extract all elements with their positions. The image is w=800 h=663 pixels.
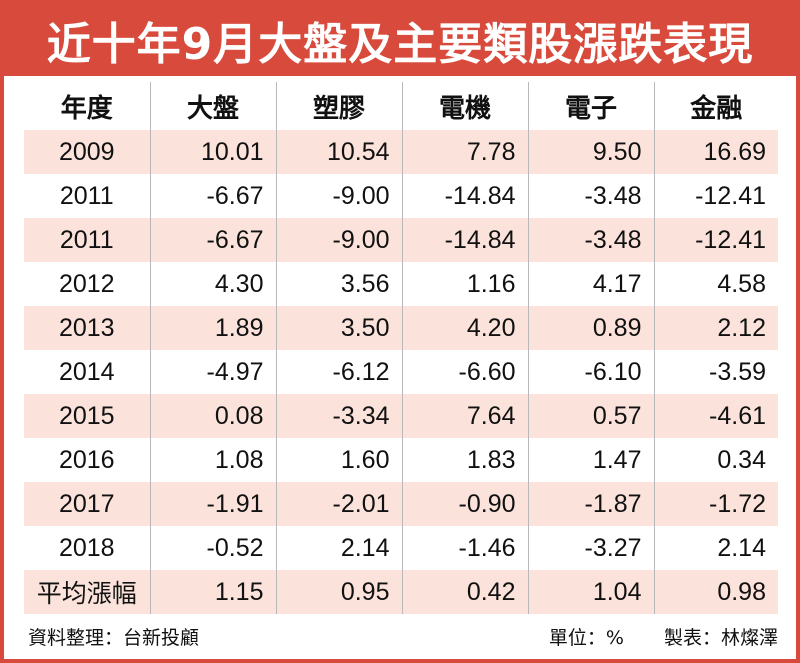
table-row: 2017 -1.91 -2.01 -0.90 -1.87 -1.72 <box>24 482 778 526</box>
table-cell: -3.59 <box>653 350 778 394</box>
table-cell: 2.14 <box>653 526 778 570</box>
table-cell: 4.20 <box>401 306 528 350</box>
table-cell: -3.48 <box>527 218 654 262</box>
table-cell: 0.42 <box>401 570 528 614</box>
table-cell: 9.50 <box>527 130 654 174</box>
row-year-cell: 2009 <box>24 130 150 174</box>
table-cell: 10.01 <box>149 130 276 174</box>
table-cell: -14.84 <box>401 174 528 218</box>
table-cell: 0.08 <box>149 394 276 438</box>
table-cell: 10.54 <box>275 130 402 174</box>
table-cell: -14.84 <box>401 218 528 262</box>
table-cell: -1.72 <box>653 482 778 526</box>
row-year-cell: 2015 <box>24 394 150 438</box>
table-cell: -2.01 <box>275 482 402 526</box>
table-cell: 1.47 <box>527 438 654 482</box>
table-cell: -4.97 <box>149 350 276 394</box>
row-year-cell: 2013 <box>24 306 150 350</box>
table-cell: -4.61 <box>653 394 778 438</box>
table-cell: 0.98 <box>653 570 778 614</box>
table-cell: -1.46 <box>401 526 528 570</box>
table-cell: 1.08 <box>149 438 276 482</box>
column-header-electronics: 電子 <box>527 82 654 130</box>
table-cell: -3.27 <box>527 526 654 570</box>
table-cell: 1.15 <box>149 570 276 614</box>
table-row: 2015 0.08 -3.34 7.64 0.57 -4.61 <box>24 394 778 438</box>
table-cell: 0.57 <box>527 394 654 438</box>
table-cell: 1.89 <box>149 306 276 350</box>
data-table-container: 年度 大盤 塑膠 電機 電子 金融 2009 10.01 10.54 7.78 9.50… <box>24 82 778 614</box>
table-cell: -6.60 <box>401 350 528 394</box>
footer: 資料整理：台新投顧 單位：% 製表：林燦澤 <box>28 616 778 656</box>
table-cell: -1.87 <box>527 482 654 526</box>
table-cell: 3.50 <box>275 306 402 350</box>
data-table: 年度 大盤 塑膠 電機 電子 金融 2009 10.01 10.54 7.78 9.50… <box>24 82 778 614</box>
table-row: 平均漲幅 1.15 0.95 0.42 1.04 0.98 <box>24 570 778 614</box>
table-cell: -9.00 <box>275 218 402 262</box>
table-cell: -9.00 <box>275 174 402 218</box>
table-cell: 2.14 <box>275 526 402 570</box>
table-cell: 0.95 <box>275 570 402 614</box>
table-row: 2012 4.30 3.56 1.16 4.17 4.58 <box>24 262 778 306</box>
table-cell: 7.78 <box>401 130 528 174</box>
table-cell: 1.16 <box>401 262 528 306</box>
table-row: 2014 -4.97 -6.12 -6.60 -6.10 -3.59 <box>24 350 778 394</box>
page-title: 近十年9月大盤及主要類股漲跌表現 <box>4 4 796 76</box>
table-cell: -1.91 <box>149 482 276 526</box>
row-year-cell: 2014 <box>24 350 150 394</box>
table-cell: -12.41 <box>653 174 778 218</box>
maker-note: 製表：林燦澤 <box>663 626 778 649</box>
table-cell: 4.17 <box>527 262 654 306</box>
row-year-cell: 2016 <box>24 438 150 482</box>
unit-note: 單位：% <box>548 626 624 649</box>
table-cell: 3.56 <box>275 262 402 306</box>
table-cell: 1.04 <box>527 570 654 614</box>
table-cell: -6.12 <box>275 350 402 394</box>
column-header-market: 大盤 <box>149 82 276 130</box>
table-cell: 0.89 <box>527 306 654 350</box>
column-header-year: 年度 <box>24 82 150 130</box>
table-row: 2013 1.89 3.50 4.20 0.89 2.12 <box>24 306 778 350</box>
table-header-row: 年度 大盤 塑膠 電機 電子 金融 <box>24 82 778 130</box>
row-year-cell: 平均漲幅 <box>24 570 150 614</box>
table-row: 2016 1.08 1.60 1.83 1.47 0.34 <box>24 438 778 482</box>
table-cell: -3.48 <box>527 174 654 218</box>
table-row: 2009 10.01 10.54 7.78 9.50 16.69 <box>24 130 778 174</box>
table-cell: -3.34 <box>275 394 402 438</box>
table-cell: 16.69 <box>653 130 778 174</box>
table-cell: -0.90 <box>401 482 528 526</box>
table-cell: 1.60 <box>275 438 402 482</box>
table-body: 2009 10.01 10.54 7.78 9.50 16.69 2011 -6.67 -9.0… <box>24 130 778 614</box>
table-row: 2011 -6.67 -9.00 -14.84 -3.48 -12.41 <box>24 174 778 218</box>
row-year-cell: 2011 <box>24 174 150 218</box>
column-header-electrical: 電機 <box>401 82 528 130</box>
row-year-cell: 2012 <box>24 262 150 306</box>
table-cell: 4.58 <box>653 262 778 306</box>
table-cell: 0.34 <box>653 438 778 482</box>
table-cell: 1.83 <box>401 438 528 482</box>
column-header-finance: 金融 <box>653 82 778 130</box>
table-cell: -6.67 <box>149 174 276 218</box>
table-row: 2011 -6.67 -9.00 -14.84 -3.48 -12.41 <box>24 218 778 262</box>
table-cell: 4.30 <box>149 262 276 306</box>
table-cell: 2.12 <box>653 306 778 350</box>
row-year-cell: 2017 <box>24 482 150 526</box>
row-year-cell: 2018 <box>24 526 150 570</box>
column-header-plastics: 塑膠 <box>275 82 402 130</box>
table-cell: -12.41 <box>653 218 778 262</box>
table-row: 2018 -0.52 2.14 -1.46 -3.27 2.14 <box>24 526 778 570</box>
row-year-cell: 2011 <box>24 218 150 262</box>
table-cell: 7.64 <box>401 394 528 438</box>
table-cell: -6.67 <box>149 218 276 262</box>
table-cell: -0.52 <box>149 526 276 570</box>
source-note: 資料整理：台新投顧 <box>28 626 200 649</box>
table-cell: -6.10 <box>527 350 654 394</box>
